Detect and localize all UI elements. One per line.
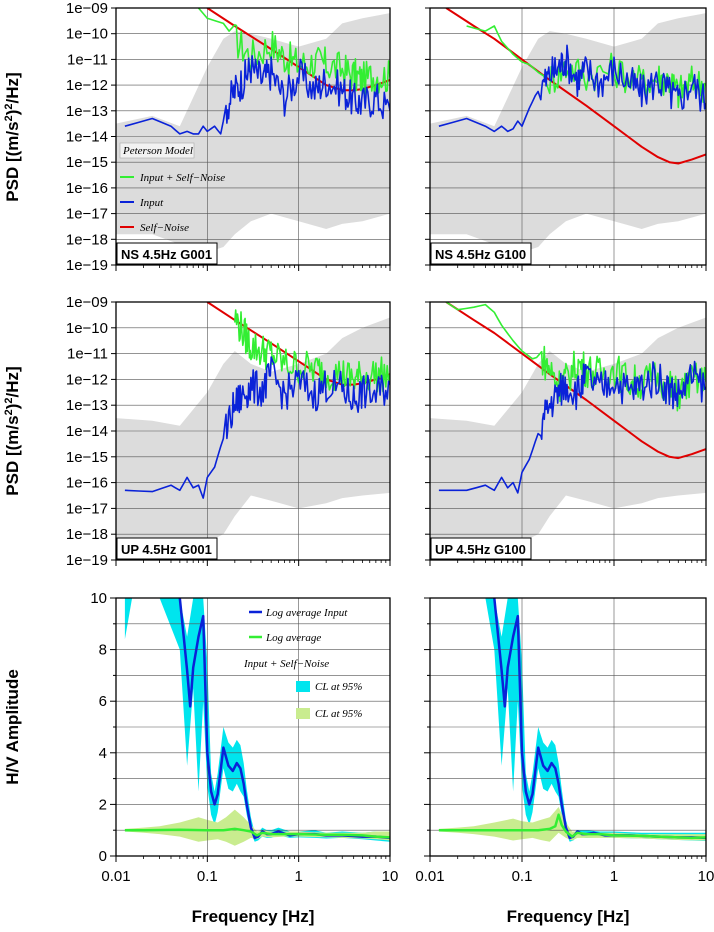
ns-g001-label: NS 4.5Hz G001 (121, 247, 212, 262)
legend-log-average: Log average (265, 632, 321, 644)
y-tick-label: 6 (99, 693, 107, 710)
x-tick-label: 0.1 (197, 868, 218, 885)
y-tick-label: 2 (99, 796, 107, 813)
y-tick-label: 1e−09 (66, 294, 108, 311)
series-log-average (438, 813, 706, 840)
plot-area (430, 8, 706, 265)
y-tick-label: 1e−17 (66, 206, 108, 223)
legend-cl-input: CL at 95% (315, 681, 362, 693)
y-tick-label: 1e−13 (66, 397, 108, 414)
legend-cl-self: CL at 95% (315, 708, 362, 720)
plot-area (430, 302, 706, 560)
x-tick-label: 10 (382, 868, 399, 885)
y-tick-label: 1e−15 (66, 449, 108, 466)
legend-input: Input (139, 197, 164, 209)
y-tick-label: 1e−16 (66, 180, 108, 197)
up-g100-label: UP 4.5Hz G100 (435, 542, 526, 557)
hv-ylabel: H/V Amplitude (3, 669, 22, 785)
series-input (438, 44, 706, 133)
ns-g100-label-box: NS 4.5Hz G100 (430, 242, 532, 265)
y-tick-label: 1e−12 (66, 371, 108, 388)
ns-g001-label-box: NS 4.5Hz G001 (116, 242, 218, 265)
hv-g001-xlabel: Frequency [Hz] (192, 907, 315, 926)
confidence-band-self-noise (124, 809, 390, 846)
y-tick-label: 1e−19 (66, 552, 108, 569)
y-tick-label: 4 (99, 745, 107, 762)
x-tick-label: 10 (698, 868, 714, 885)
y-tick-label: 1e−11 (67, 51, 108, 68)
series-self-noise (445, 302, 706, 460)
legend-cl-input-swatch (296, 681, 310, 692)
y-tick-label: 8 (99, 642, 107, 659)
y-tick-label: 10 (90, 590, 107, 607)
plot-area (116, 8, 390, 265)
hv-legend: Log average Input Log average Input + Se… (243, 607, 362, 720)
legend-cl-self-swatch (296, 708, 310, 719)
psd-legend: Peterson Model Input + Self−Noise Input … (119, 142, 225, 234)
plot-area (116, 598, 390, 856)
series-self-noise (445, 8, 706, 165)
panel-ns-g001: 1e−09 1e−10 1e−11 1e−12 1e−13 1e−14 1e−15 1e−16… (66, 0, 391, 274)
y-tick-label: 1e−17 (66, 500, 108, 517)
legend-input-self-noise-hv: Input + Self−Noise (243, 658, 329, 670)
ns-psd-ylabel: PSD [(m/s2)2/Hz] (3, 72, 22, 201)
series-input (438, 360, 706, 494)
panel-ns-g100 (425, 7, 707, 271)
peterson-model-band (116, 13, 390, 253)
up-g001-label-box: UP 4.5Hz G001 (116, 537, 218, 560)
x-tick-label: 0.01 (415, 868, 444, 885)
panel-hv-g001: 0 2 4 6 8 10 0.01 0.1 1 10 (90, 590, 398, 885)
y-tick-label: 1e−10 (66, 26, 108, 43)
confidence-band-input (124, 598, 390, 842)
series-log-average (124, 827, 390, 839)
legend-peterson-swatch (119, 142, 195, 159)
y-tick-label: 1e−18 (66, 231, 108, 248)
ns-g100-label: NS 4.5Hz G100 (435, 247, 526, 262)
hv-g100-xlabel: Frequency [Hz] (507, 907, 630, 926)
panel-hv-g100: 0.01 0.1 1 10 (415, 597, 714, 885)
confidence-band-self-noise (438, 807, 706, 842)
series-input (124, 356, 390, 499)
x-tick-label: 1 (294, 868, 302, 885)
y-tick-label: 1e−10 (66, 320, 108, 337)
x-tick-label: 0.01 (101, 868, 130, 885)
y-tick-label: 1e−12 (66, 77, 108, 94)
y-tick-label: 1e−19 (66, 257, 108, 274)
up-g100-label-box: UP 4.5Hz G100 (430, 537, 532, 560)
up-g001-label: UP 4.5Hz G001 (121, 542, 212, 557)
series-input-self-noise (197, 8, 390, 97)
plot-area (116, 302, 390, 560)
y-tick-label: 1e−14 (66, 129, 108, 146)
up-psd-ylabel: PSD [(m/s2)2/Hz] (3, 366, 22, 495)
y-tick-label: 1e−13 (66, 103, 108, 120)
y-tick-label: 1e−14 (66, 423, 108, 440)
y-tick-label: 1e−11 (67, 346, 108, 363)
y-tick-label: 1e−15 (66, 154, 108, 171)
panel-up-g001: 1e−09 1e−10 1e−11 1e−12 1e−13 1e−14 1e−15 1e−16… (66, 294, 391, 569)
plot-area (430, 598, 706, 856)
y-tick-label: 1e−16 (66, 475, 108, 492)
legend-input-self-noise: Input + Self−Noise (139, 172, 225, 184)
y-tick-label: 0 (99, 848, 107, 865)
peterson-model-band (430, 13, 706, 253)
series-input-self-noise (234, 309, 390, 394)
x-tick-label: 0.1 (512, 868, 533, 885)
panel-up-g100 (425, 301, 707, 566)
x-tick-label: 1 (610, 868, 618, 885)
series-input (124, 55, 390, 135)
confidence-band-input (466, 598, 706, 842)
legend-self-noise: Self−Noise (140, 222, 189, 234)
y-tick-label: 1e−09 (66, 0, 108, 17)
y-tick-label: 1e−18 (66, 526, 108, 543)
legend-peterson-title: Peterson Model (122, 145, 193, 157)
legend-log-average-input: Log average Input (265, 607, 348, 619)
